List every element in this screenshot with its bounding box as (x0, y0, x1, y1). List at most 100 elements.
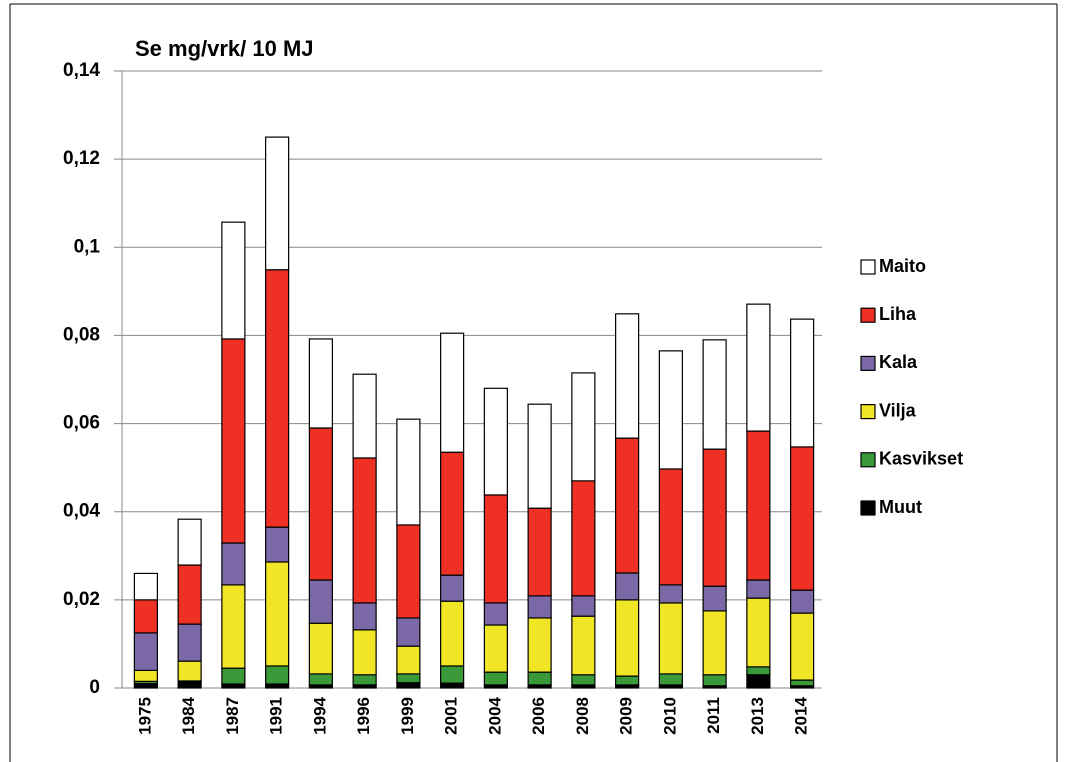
legend-label: Muut (879, 497, 922, 517)
bar-segment (396, 682, 421, 689)
bar-segment (396, 617, 421, 647)
x-tick-label: 1996 (354, 697, 373, 735)
bar-segment (308, 673, 333, 686)
bar-segment (790, 589, 815, 614)
bar-segment (177, 564, 202, 625)
bar-segment (352, 373, 377, 459)
legend-swatch (860, 404, 876, 420)
bar-segment (483, 671, 508, 686)
y-tick-label: 0,1 (74, 236, 101, 257)
bar-segment (790, 446, 815, 591)
bar-segment (658, 673, 683, 686)
bar-segment (308, 338, 333, 429)
bar-segment (133, 599, 158, 634)
x-tick-label: 1991 (267, 697, 286, 735)
bar-segment (177, 660, 202, 682)
bar-segment (527, 507, 552, 597)
bar-segment (221, 667, 246, 685)
y-tick-label: 0,12 (63, 148, 100, 169)
legend-swatch (860, 307, 876, 323)
bar-segment (133, 669, 158, 682)
bar-segment (615, 599, 640, 677)
bar-segment (396, 524, 421, 619)
x-tick-label: 1999 (398, 697, 417, 735)
bar-segment (221, 221, 246, 340)
bar-segment (440, 682, 465, 689)
bar-segment (790, 612, 815, 681)
y-tick-label: 0,08 (63, 324, 100, 345)
x-tick-label: 2008 (573, 697, 592, 735)
bar-segment (352, 457, 377, 604)
bar-segment (265, 269, 290, 528)
bar-segment (746, 674, 771, 689)
bar-segment (790, 679, 815, 687)
bar-segment (133, 572, 158, 601)
bar-segment (308, 579, 333, 624)
bar-segment (746, 430, 771, 581)
bar-segment (133, 682, 158, 689)
legend-swatch (860, 259, 876, 275)
bar-segment (483, 387, 508, 496)
legend-label: Kala (879, 352, 918, 372)
x-tick-label: 2001 (442, 697, 461, 735)
bar-segment (221, 338, 246, 544)
bar-segment (440, 332, 465, 453)
bar-segment (658, 602, 683, 675)
bar-segment (658, 468, 683, 586)
bar-segment (308, 622, 333, 675)
bar-segment (615, 313, 640, 439)
x-tick-label: 1987 (223, 697, 242, 735)
bar-segment (702, 585, 727, 612)
bar-segment (177, 623, 202, 662)
y-tick-label: 0,02 (63, 589, 100, 610)
bar-segment (396, 645, 421, 675)
legend-swatch (860, 355, 876, 371)
legend-label: Maito (879, 256, 926, 276)
bar-segment (483, 494, 508, 604)
bar-segment (746, 666, 771, 676)
y-tick-label: 0,06 (63, 413, 100, 434)
bar-segment (527, 403, 552, 509)
bar-segment (221, 542, 246, 586)
bar-segment (790, 318, 815, 448)
x-tick-label: 2006 (529, 697, 548, 735)
x-tick-label: 2011 (704, 697, 723, 734)
bar-segment (571, 480, 596, 597)
x-tick-label: 1994 (310, 696, 329, 734)
legend-swatch (860, 452, 876, 468)
bar-segment (615, 572, 640, 601)
bar-segment (527, 617, 552, 673)
y-tick-label: 0 (89, 677, 100, 698)
bar-segment (571, 595, 596, 617)
bar-segment (571, 372, 596, 482)
bar-segment (746, 579, 771, 599)
legend-swatch (860, 500, 876, 516)
bar-segment (352, 674, 377, 686)
bar-segment (308, 427, 333, 581)
bar-segment (177, 681, 202, 689)
bar-segment (483, 602, 508, 626)
bar-segment (746, 303, 771, 432)
y-tick-label: 0,14 (63, 60, 100, 81)
x-tick-label: 2013 (748, 697, 767, 735)
bar-segment (440, 451, 465, 576)
bar-segment (265, 136, 290, 271)
legend-label: Kasvikset (879, 449, 963, 469)
x-tick-label: 2004 (485, 696, 504, 734)
bar-segment (265, 561, 290, 667)
x-tick-label: 1975 (135, 697, 154, 735)
bar-segment (221, 584, 246, 669)
bar-segment (265, 665, 290, 685)
bar-segment (265, 526, 290, 563)
bar-segment (702, 674, 727, 687)
bar-segment (571, 615, 596, 676)
bar-segment (440, 574, 465, 602)
legend-label: Liha (879, 304, 917, 324)
bar-segment (440, 665, 465, 684)
bar-segment (615, 675, 640, 686)
x-tick-label: 2009 (617, 697, 636, 735)
bar-segment (746, 597, 771, 668)
bar-segment (615, 437, 640, 574)
bar-segment (396, 418, 421, 526)
